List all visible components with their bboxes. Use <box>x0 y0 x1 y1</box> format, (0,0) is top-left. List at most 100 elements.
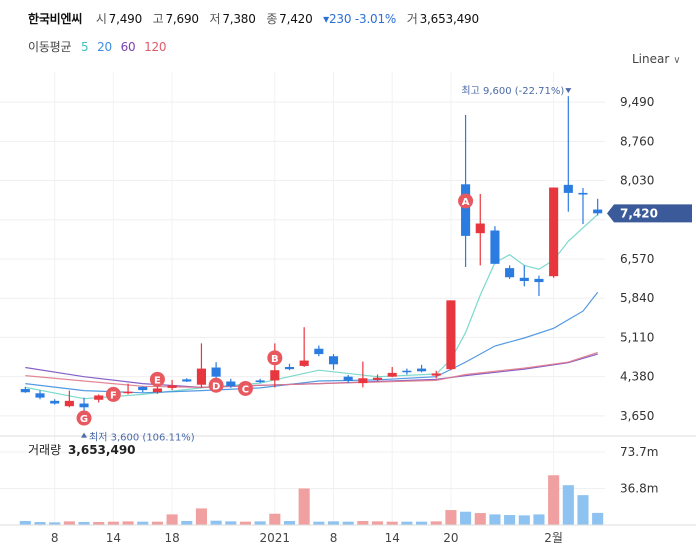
time-tick-label: 18 <box>164 531 179 545</box>
candle-body <box>314 348 324 355</box>
candle-body <box>270 370 280 381</box>
volume-bar <box>269 513 281 525</box>
volume-bar <box>151 521 163 525</box>
candle-body <box>372 377 383 380</box>
volume-tick-label: 73.7m <box>620 445 658 459</box>
grid-lines <box>0 72 605 525</box>
price-tick-label: 8,760 <box>620 134 654 148</box>
price-tick-label: 3,650 <box>620 409 654 423</box>
candle-body <box>226 381 236 387</box>
ma-legend-20: 20 <box>97 40 112 54</box>
max-price-label: 최고 9,600 (-22.71%) <box>461 85 564 97</box>
price-tick-label: 5,840 <box>620 291 654 305</box>
low-value: 7,380 <box>222 12 256 26</box>
stock-name: 한국비엔씨 <box>28 12 83 26</box>
ma20-line <box>25 291 599 394</box>
candle-body <box>152 388 162 393</box>
volume-bar <box>225 521 237 525</box>
marker-g <box>76 410 92 426</box>
volume-bar <box>357 521 369 525</box>
candlesticks <box>20 96 603 419</box>
ma-legend-120: 120 <box>144 40 167 54</box>
candle-body <box>138 386 148 391</box>
volume-bar <box>19 521 31 525</box>
volume-bar <box>518 515 530 525</box>
marker-c <box>237 380 253 396</box>
volume-bar <box>460 511 472 525</box>
volume-panel-label: 거래량 <box>28 443 62 457</box>
candle-body <box>299 360 309 366</box>
change-value: ▾230 -3.01% <box>323 12 397 26</box>
volume-bar <box>386 521 398 525</box>
volume-bar <box>254 521 266 525</box>
current-price-tag <box>607 204 692 223</box>
candle-body <box>563 184 573 193</box>
candle-body <box>196 368 206 385</box>
candle-body <box>358 378 368 384</box>
candle-body <box>534 278 544 283</box>
volume-bar <box>533 514 545 525</box>
volume-bar <box>342 521 354 525</box>
scale-selector-label: Linear <box>632 52 670 66</box>
volume-bar <box>166 514 178 525</box>
volume-bars <box>19 475 604 525</box>
price-tick-label: 5,110 <box>620 330 654 344</box>
time-tick-label: 8 <box>51 531 59 545</box>
volume-bar <box>63 521 75 525</box>
volume-bar <box>474 513 486 525</box>
candle-body <box>461 184 471 236</box>
high-label: 고 <box>152 12 164 26</box>
time-tick-label: 2021 <box>260 531 291 545</box>
candle-body <box>64 400 74 407</box>
volume-bar <box>210 520 222 525</box>
volume-bar <box>34 522 46 525</box>
candle-body <box>35 393 45 398</box>
marker-f <box>105 386 121 402</box>
price-tick-label: 6,570 <box>620 252 654 266</box>
marker-label: C <box>242 384 249 395</box>
candle-body <box>255 380 265 383</box>
candle-body <box>446 300 456 370</box>
volume-bar <box>445 510 457 525</box>
min-arrow-icon <box>81 432 88 438</box>
stock-header: 한국비엔씨 시 7,490 고 7,690 저 7,380 종 7,420 ▾230 -… <box>28 10 486 27</box>
candle-body <box>593 209 603 214</box>
signal-markers: A B C D E F G <box>76 193 474 426</box>
candle-body <box>387 372 397 377</box>
marker-a <box>458 193 474 209</box>
time-tick-label: 2월 <box>544 531 563 545</box>
volume-label: 거 <box>406 12 418 26</box>
volume-bar <box>93 522 105 525</box>
candle-body <box>50 400 60 404</box>
time-tick-label: 14 <box>385 531 400 545</box>
volume-bar <box>562 485 574 525</box>
open-label: 시 <box>95 12 107 26</box>
time-tick-label: 14 <box>106 531 121 545</box>
close-value: 7,420 <box>279 12 313 26</box>
volume-tick-label: 36.8m <box>620 482 658 496</box>
ma-legend-60: 60 <box>120 40 136 54</box>
candle-body <box>505 268 515 278</box>
volume-bar <box>195 508 207 525</box>
marker-d <box>208 377 224 393</box>
candle-body <box>123 391 133 394</box>
axes: 3,650 4,380 5,110 5,840 6,570 8,030 8,760 9,490… <box>0 95 696 545</box>
candle-body <box>167 385 177 388</box>
volume-bar <box>371 521 384 525</box>
high-value: 7,690 <box>165 12 200 26</box>
time-tick-label: 8 <box>330 531 338 545</box>
volume-bar <box>416 521 428 525</box>
chevron-down-icon: ∨ <box>673 55 681 66</box>
marker-label: A <box>462 197 470 208</box>
marker-label: G <box>80 414 88 425</box>
close-label: 종 <box>266 12 278 26</box>
current-price-label: 7,420 <box>620 206 658 220</box>
volume-bar <box>122 521 134 525</box>
volume-value: 3,653,490 <box>419 12 479 26</box>
scale-selector[interactable]: Linear ∨ <box>632 52 681 66</box>
volume-bar <box>430 521 442 525</box>
ma-legend[interactable]: 이동평균 5 20 60 120 <box>28 38 171 55</box>
max-arrow-icon <box>565 88 572 94</box>
volume-bar <box>489 514 501 525</box>
